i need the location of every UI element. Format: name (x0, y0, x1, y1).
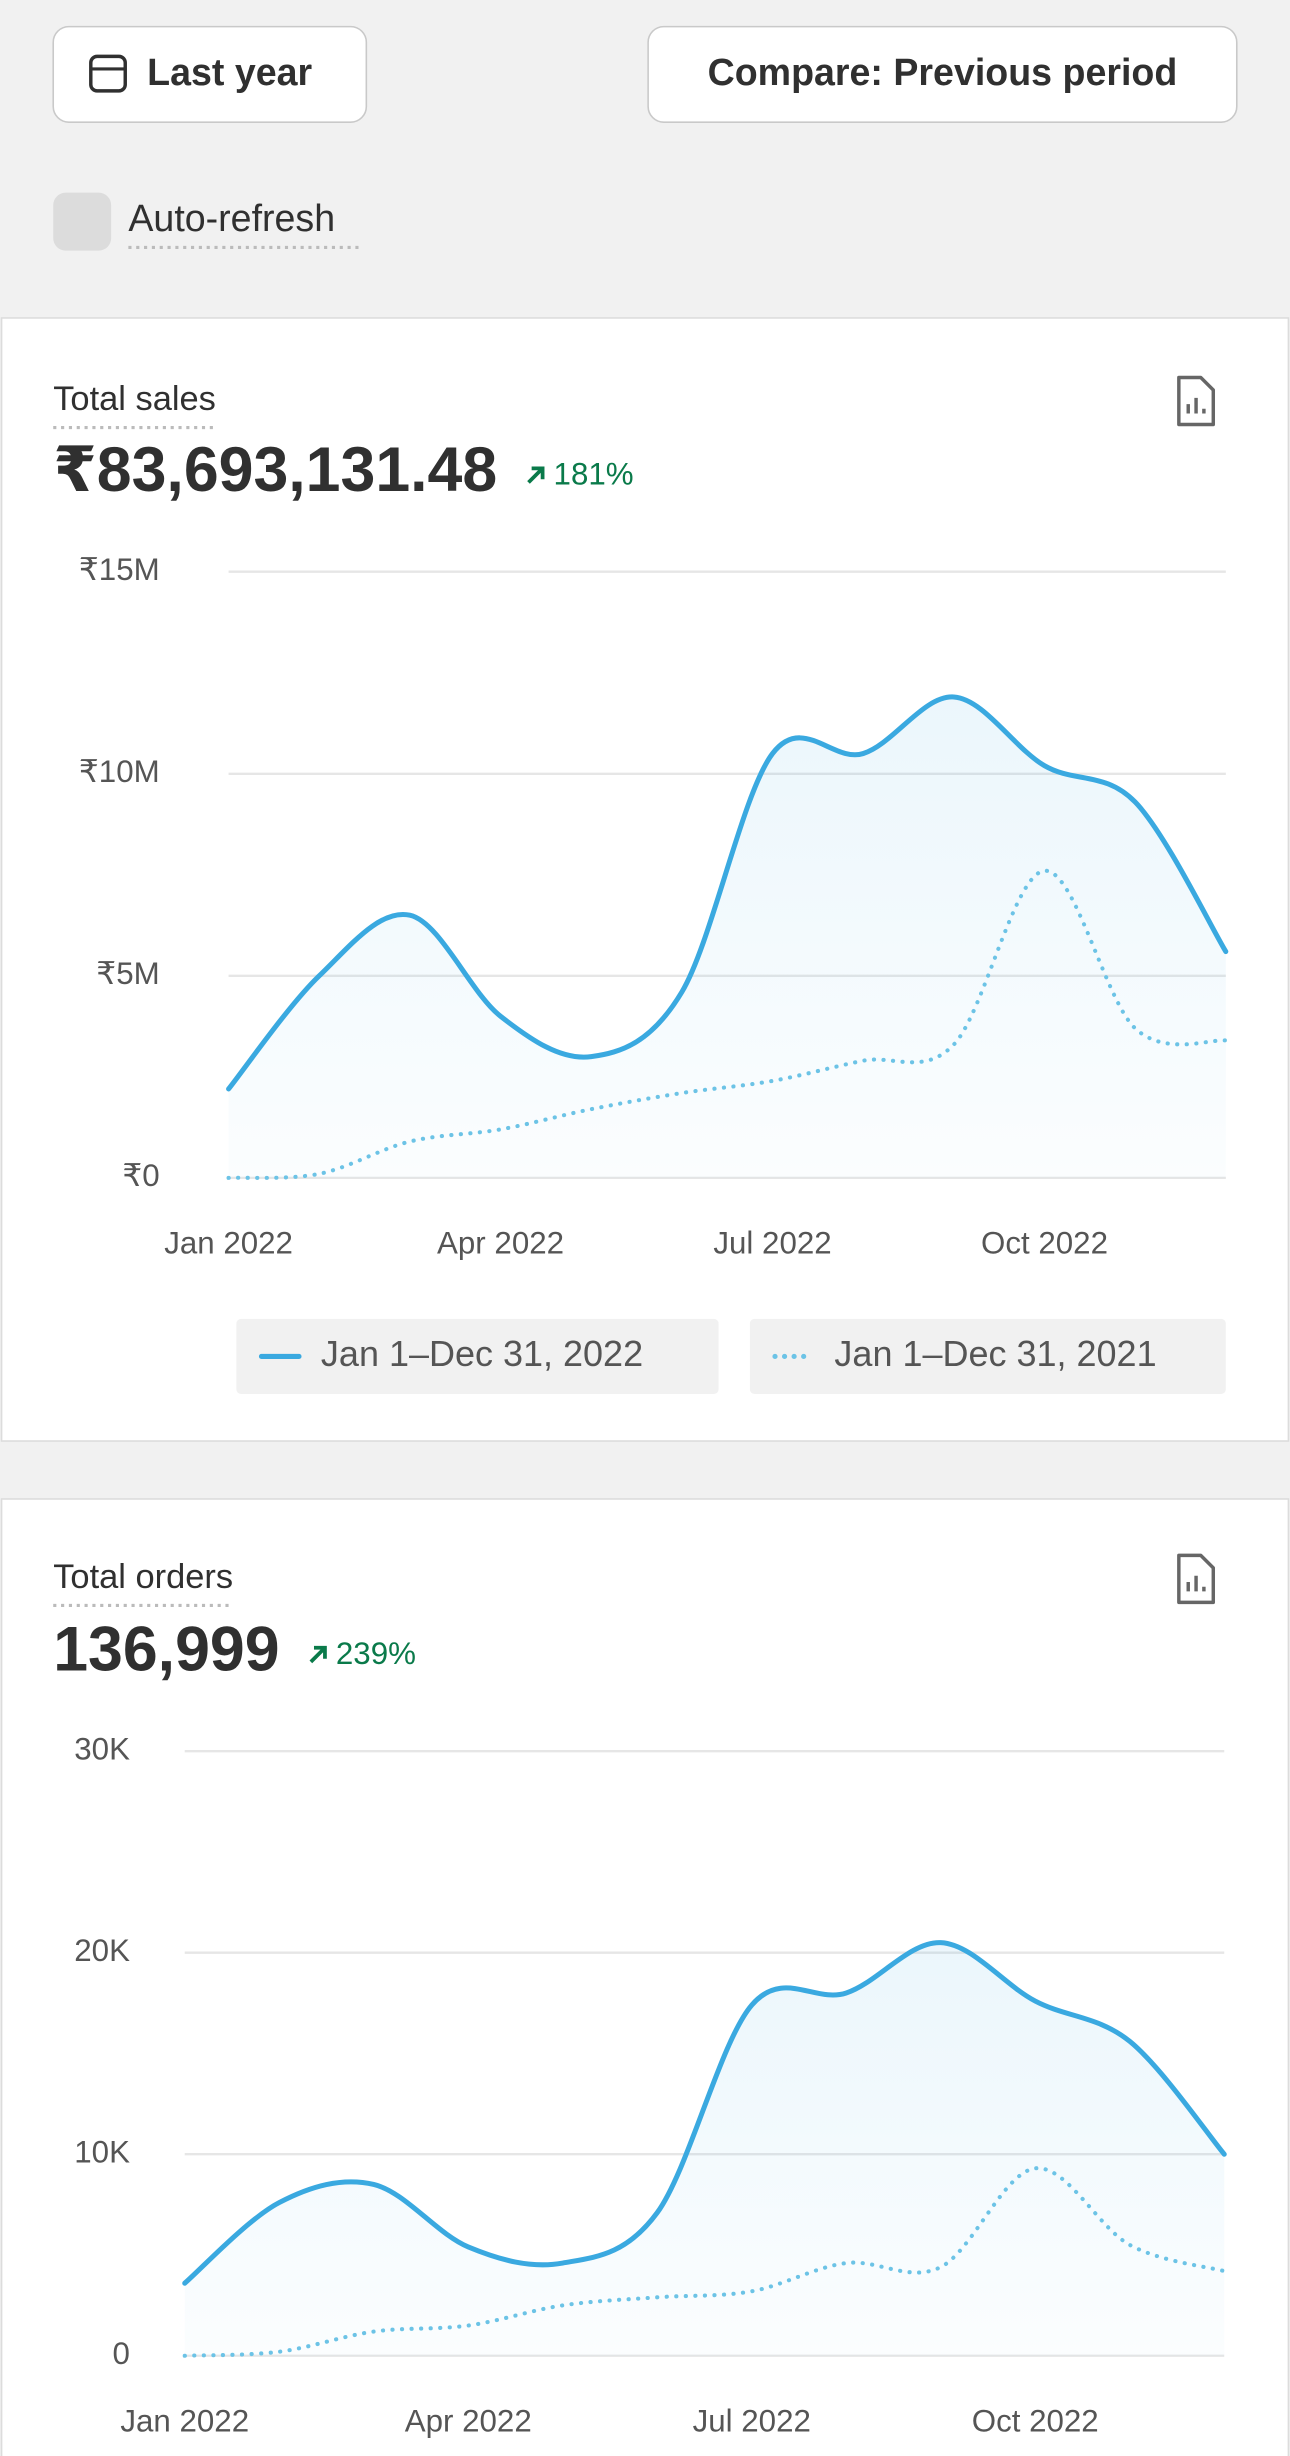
x-tick-label: Jan 2022 (120, 2403, 249, 2438)
compare-button[interactable]: Compare: Previous period (647, 25, 1238, 123)
y-tick-label: ₹0 (122, 1158, 159, 1193)
date-button[interactable]: Last year (52, 25, 368, 123)
metric-value: ₹83,693,131.48 (53, 435, 497, 505)
trend-arrow (527, 466, 545, 484)
legend-item[interactable]: Jan 1–Dec 31, 2021 (749, 1318, 1226, 1395)
card-title: Total sales (53, 380, 216, 418)
x-tick-label: Apr 2022 (437, 1225, 564, 1260)
y-tick-label: ₹5M (96, 956, 159, 991)
checkbox-label: Auto-refresh (128, 197, 335, 239)
legend-label: Jan 1–Dec 31, 2021 (834, 1333, 1156, 1374)
x-tick-label: Oct 2022 (981, 1225, 1108, 1260)
checkbox (53, 192, 112, 251)
x-tick-label: Jul 2022 (693, 2403, 811, 2438)
comparison-line (182, 2166, 1227, 2358)
x-tick-label: Oct 2022 (972, 2403, 1099, 2438)
x-tick-label: Jul 2022 (713, 1225, 831, 1260)
y-tick-label: ₹10M (79, 754, 160, 789)
report-icon (1177, 1553, 1216, 1605)
trend-arrow (309, 1645, 327, 1664)
card-title: Total orders (53, 1558, 233, 1596)
y-tick-label: 20K (74, 1933, 130, 1968)
metric-change: 181% (554, 456, 634, 491)
y-tick-label: 0 (113, 2336, 130, 2371)
auto-refresh-toggle[interactable]: Auto-refresh (53, 192, 361, 251)
y-tick-label: 30K (74, 1731, 130, 1766)
series-line (182, 1940, 1227, 2286)
metric-value: 136,999 (53, 1615, 279, 1685)
legend-box (749, 1318, 1226, 1395)
button-label: Compare: Previous period (708, 51, 1178, 93)
report-icon (1177, 375, 1216, 427)
series-line (226, 694, 1229, 1092)
metric-change: 239% (336, 1636, 416, 1671)
y-tick-label: ₹15M (79, 552, 160, 587)
x-tick-label: Apr 2022 (405, 2403, 532, 2438)
button-frame (52, 25, 368, 123)
legend-item[interactable]: Jan 1–Dec 31, 2022 (236, 1318, 719, 1395)
comparison-line (226, 868, 1228, 1180)
area (228, 696, 1226, 1178)
legend-label: Jan 1–Dec 31, 2022 (321, 1333, 643, 1374)
calendar-icon (89, 54, 127, 93)
button-label: Last year (147, 51, 312, 93)
legend-box (236, 1318, 719, 1395)
area (184, 1942, 1225, 2356)
button-frame (647, 25, 1238, 123)
y-tick-label: 10K (74, 2134, 130, 2169)
x-tick-label: Jan 2022 (164, 1225, 293, 1260)
